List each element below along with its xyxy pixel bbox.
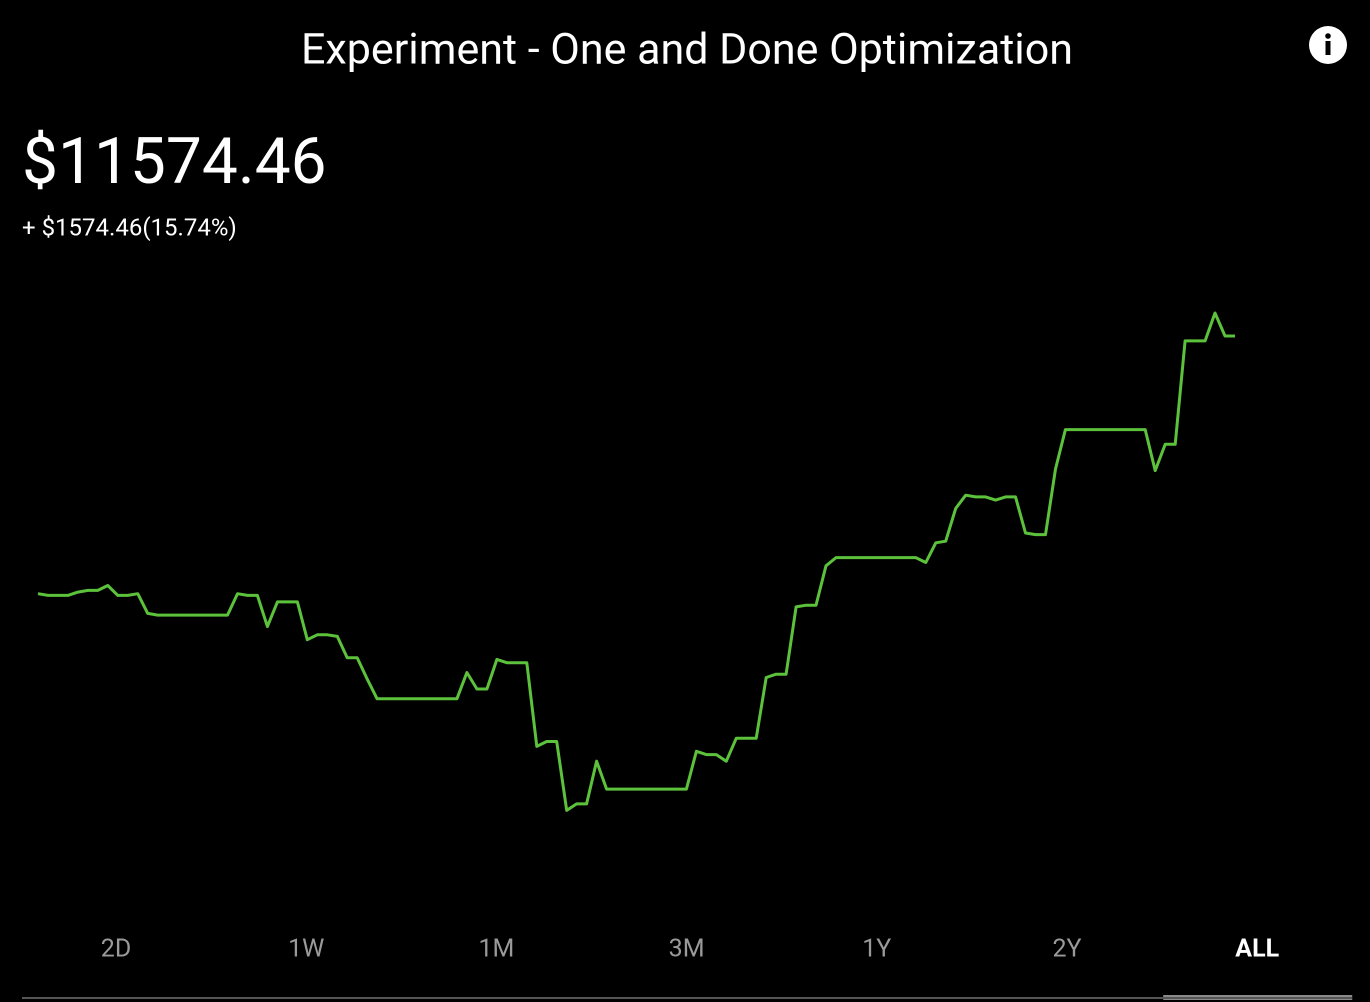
range-tab[interactable]: 3M xyxy=(669,935,705,964)
title: Experiment - One and Done Optimization xyxy=(301,24,1073,74)
info-button[interactable] xyxy=(1309,26,1347,64)
range-tab[interactable]: 1W xyxy=(288,935,324,964)
range-tab[interactable]: 1M xyxy=(478,935,514,964)
range-tab[interactable]: 2D xyxy=(101,935,131,964)
price-line xyxy=(37,311,1235,812)
range-tab[interactable]: ALL xyxy=(1235,935,1279,964)
change: + $1574.46(15.74%) xyxy=(22,213,237,241)
range-tab[interactable]: 2Y xyxy=(1052,935,1081,964)
plot xyxy=(37,311,1235,812)
range-tabs: 2D 1W 1M 3M 1Y 2Y ALL xyxy=(101,935,1353,1000)
range-tab[interactable]: 1Y xyxy=(862,935,891,964)
balance: $11574.46 xyxy=(22,124,327,199)
